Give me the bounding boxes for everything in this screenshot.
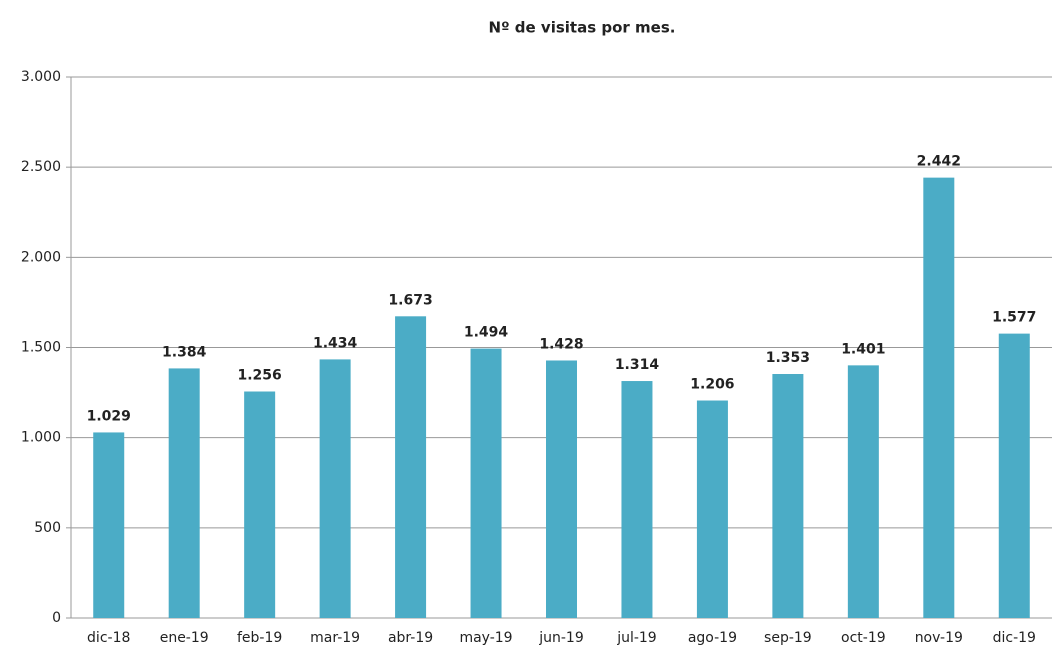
y-tick-label: 1.000 [21, 430, 61, 446]
x-tick-label: dic-18 [87, 630, 130, 646]
bar [847, 365, 879, 618]
bar [244, 391, 276, 618]
value-label: 1.384 [162, 344, 207, 360]
chart-title: Nº de visitas por mes. [489, 19, 676, 37]
value-label: 2.442 [917, 154, 961, 170]
x-tick-label: sep-19 [764, 630, 812, 646]
bar [998, 333, 1030, 618]
value-label: 1.673 [388, 292, 432, 308]
value-label: 1.577 [992, 310, 1036, 326]
value-label: 1.434 [313, 335, 358, 351]
x-tick-label: mar-19 [310, 630, 360, 646]
x-tick-label: ago-19 [688, 630, 737, 646]
bar [923, 177, 955, 618]
bar [93, 432, 125, 618]
y-tick-label: 2.500 [21, 159, 61, 175]
value-label: 1.353 [766, 350, 810, 366]
y-tick-label: 3.000 [21, 69, 61, 85]
x-tick-label: abr-19 [388, 630, 433, 646]
x-tick-label: feb-19 [237, 630, 282, 646]
x-tick-label: nov-19 [915, 630, 963, 646]
value-label: 1.494 [464, 325, 509, 341]
value-label: 1.029 [87, 408, 131, 424]
x-tick-label: jun-19 [538, 630, 584, 646]
x-tick-label: oct-19 [841, 630, 886, 646]
bar [319, 359, 351, 618]
bar [470, 348, 502, 618]
value-label: 1.428 [539, 336, 583, 352]
y-tick-label: 2.000 [21, 249, 61, 265]
bar [168, 368, 200, 618]
bar [621, 381, 653, 618]
bar [772, 374, 804, 618]
x-tick-label: ene-19 [160, 630, 209, 646]
bar [546, 360, 577, 618]
value-label: 1.206 [690, 377, 734, 393]
y-tick-label: 500 [34, 520, 61, 536]
y-tick-label: 1.500 [21, 340, 61, 356]
value-label: 1.401 [841, 341, 885, 357]
x-tick-label: jul-19 [616, 630, 657, 646]
x-tick-label: may-19 [459, 630, 512, 646]
bar [395, 316, 427, 618]
value-label: 1.256 [238, 368, 282, 384]
y-tick-label: 0 [52, 610, 61, 626]
bar [696, 400, 728, 618]
x-tick-label: dic-19 [993, 630, 1036, 646]
value-label: 1.314 [615, 357, 660, 373]
